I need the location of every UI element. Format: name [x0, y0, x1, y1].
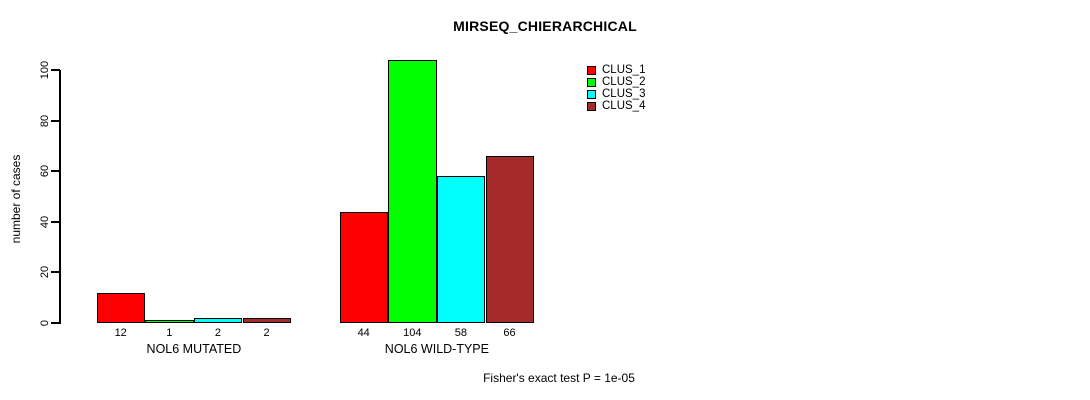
legend-label: CLUS_1 — [602, 64, 646, 76]
bar-clus_4-wild-type — [485, 156, 535, 323]
bar-value-label: 104 — [403, 327, 422, 339]
y-tick — [51, 220, 60, 223]
y-tick — [51, 119, 60, 122]
bar-clus_2-wild-type — [388, 59, 437, 323]
y-tick-label: 100 — [39, 60, 51, 80]
bar-clus_1-wild-type — [339, 211, 389, 323]
y-tick-label: 40 — [39, 215, 51, 228]
bar-value-label: 66 — [503, 327, 516, 339]
legend-item: CLUS_2 — [587, 76, 645, 88]
legend-swatch-icon — [587, 65, 596, 75]
legend-swatch-icon — [587, 101, 596, 111]
legend-label: CLUS_2 — [602, 76, 646, 88]
y-tick-label: 60 — [39, 165, 51, 178]
y-tick — [51, 271, 60, 274]
bar-clus_3-wild-type — [436, 176, 486, 323]
y-tick-label: 0 — [39, 319, 51, 327]
legend-item: CLUS_1 — [587, 64, 645, 76]
bar-value-label: 58 — [454, 327, 468, 339]
y-axis-title: number of cases — [9, 154, 23, 244]
y-tick-label: 80 — [39, 114, 51, 127]
bar-value-label: 12 — [114, 327, 127, 339]
bar-value-label: 2 — [214, 327, 221, 339]
bar-value-label: 1 — [166, 327, 173, 339]
chart-title: MIRSEQ_CHIERARCHICAL — [453, 18, 637, 34]
legend-swatch-icon — [587, 89, 596, 99]
bar-value-label: 44 — [357, 327, 370, 339]
bar-clus_3-mutated — [193, 317, 243, 323]
y-tick-label: 20 — [39, 266, 51, 279]
legend-item: CLUS_4 — [587, 100, 645, 112]
y-tick — [51, 170, 60, 173]
legend-label: CLUS_4 — [602, 100, 646, 112]
group-label: NOL6 WILD-TYPE — [384, 342, 489, 356]
legend: CLUS_1 CLUS_2 CLUS_3 CLUS_4 — [587, 64, 645, 112]
bar-value-label: 2 — [263, 327, 270, 339]
y-tick — [51, 69, 60, 71]
y-tick — [51, 322, 60, 324]
group-label: NOL6 MUTATED — [146, 342, 242, 356]
y-axis-line — [59, 70, 61, 324]
bar-clus_4-mutated — [242, 317, 292, 323]
bar-clus_1-mutated — [96, 292, 146, 323]
legend-label: CLUS_3 — [602, 88, 646, 100]
legend-swatch-icon — [587, 77, 596, 87]
footer-annotation: Fisher's exact test P = 1e-05 — [483, 371, 635, 385]
bar-clus_2-mutated — [145, 320, 194, 323]
legend-item: CLUS_3 — [587, 88, 645, 100]
